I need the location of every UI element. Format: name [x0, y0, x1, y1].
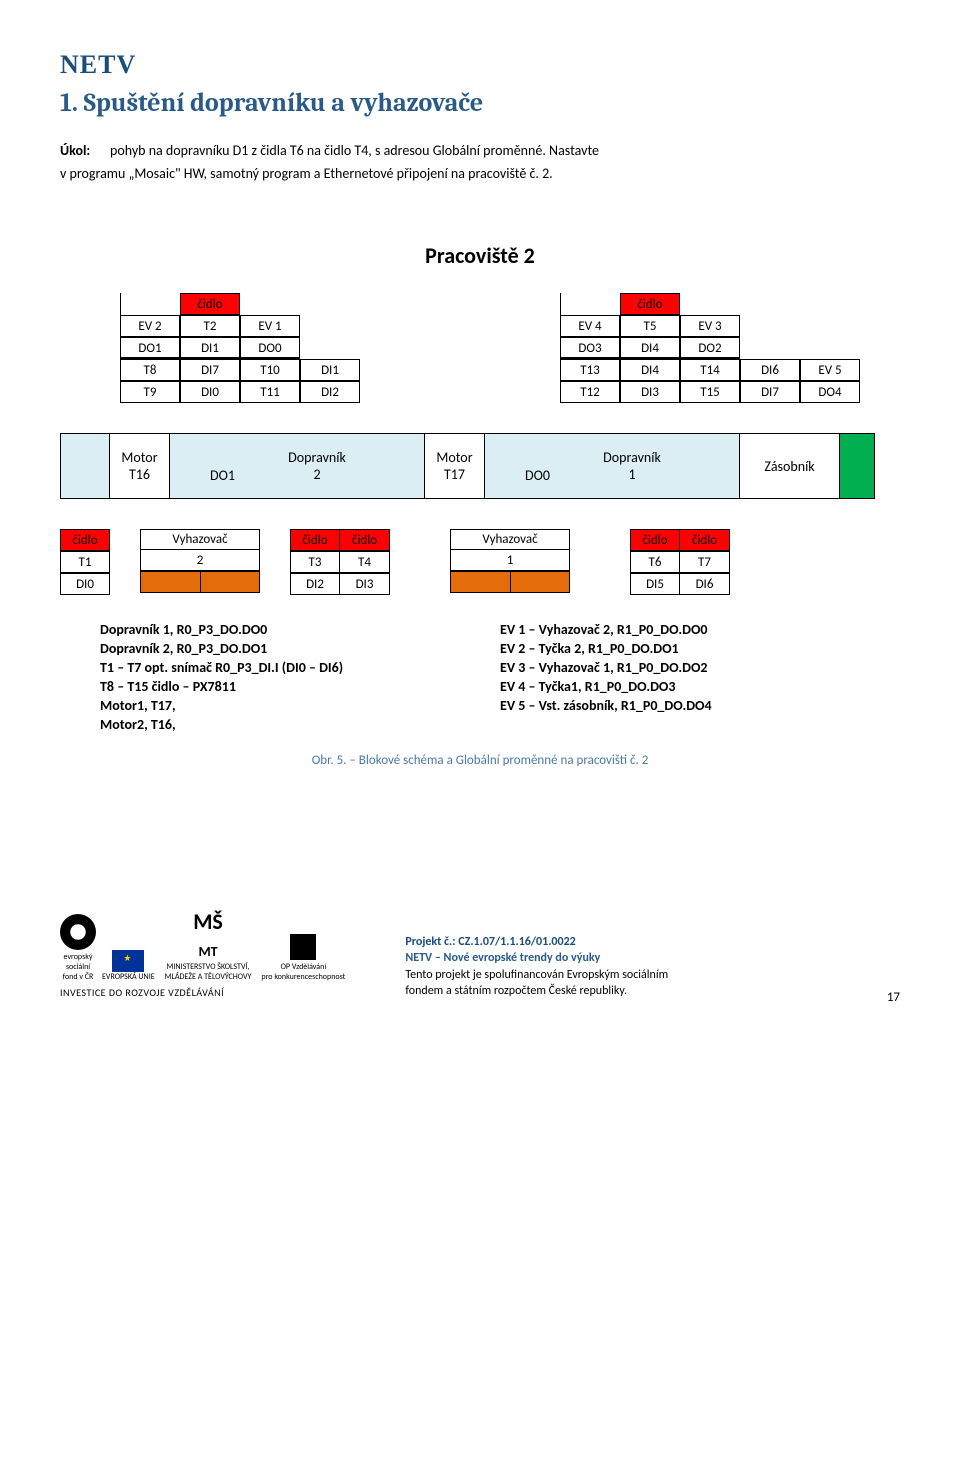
cell: DI7 — [180, 359, 240, 381]
zasobnik-green — [840, 433, 875, 499]
cell: DI7 — [740, 381, 800, 403]
cell: T15 — [680, 381, 740, 403]
cell: DI2 — [300, 381, 360, 403]
cell: T11 — [240, 381, 300, 403]
cell: EV 1 — [240, 315, 300, 337]
legend: Dopravník 1, R0_P3_DO.DO0 Dopravník 2, R… — [60, 621, 900, 735]
task-line-1: Úkol: pohyb na dopravníku D1 z čidla T6 … — [60, 142, 900, 159]
footer: evropský sociální fond v ČR EVROPSKÁ UNI… — [60, 908, 900, 999]
motor-1: Motor T16 — [110, 433, 170, 499]
dopravnik-1: Dopravník 1 DO0 — [485, 433, 740, 499]
conveyor-row: Motor T16 Dopravník 2 DO1 Motor T17 Dopr… — [60, 433, 900, 499]
esf-logo: evropský sociální fond v ČR — [60, 914, 96, 982]
msmt-logo: MŠMT MINISTERSTVO ŠKOLSTVÍ, MLÁDEŽE A TĚ… — [165, 908, 252, 982]
cell: T8 — [120, 359, 180, 381]
cidlo-label: čidlo — [620, 293, 680, 315]
cell: DI4 — [620, 359, 680, 381]
bottom-vyh1: Vyhazovač 1 — [450, 529, 570, 595]
cell: EV 5 — [800, 359, 860, 381]
cell: T10 — [240, 359, 300, 381]
cell: DO0 — [240, 337, 300, 359]
legend-left: Dopravník 1, R0_P3_DO.DO0 Dopravník 2, R… — [60, 621, 500, 735]
cell: DI1 — [300, 359, 360, 381]
invest-text: INVESTICE DO ROZVOJE VZDĚLÁVÁNÍ — [60, 986, 345, 999]
cell: T12 — [560, 381, 620, 403]
bottom-c6: čidlo T6 DI5 — [630, 529, 680, 595]
cell: DI0 — [180, 381, 240, 403]
cell: DO3 — [560, 337, 620, 359]
dopravnik-2: Dopravník 2 DO1 — [170, 433, 425, 499]
diagram-title: Pracoviště 2 — [60, 242, 900, 269]
footer-logos: evropský sociální fond v ČR EVROPSKÁ UNI… — [60, 908, 345, 999]
cidlo-label: čidlo — [180, 293, 240, 315]
motor-2: Motor T17 — [425, 433, 485, 499]
eu-logo: EVROPSKÁ UNIE — [102, 950, 155, 982]
op-logo: OP Vzdělávání pro konkurenceschopnost — [261, 934, 345, 982]
page-title: 1. Spuštění dopravníku a vyhazovače — [60, 88, 900, 118]
cell: T13 — [560, 359, 620, 381]
cell: T5 — [620, 315, 680, 337]
legend-right: EV 1 – Vyhazovač 2, R1_P0_DO.DO0 EV 2 – … — [500, 621, 900, 735]
netv-logo: NETV — [60, 50, 900, 80]
upper-right-block: čidlo EV 4 T5 EV 3 DO3 DI4 DO2 T13 — [560, 293, 860, 403]
cell: DI6 — [740, 359, 800, 381]
upper-left-block: čidlo EV 2 T2 EV 1 DO1 DI1 DO0 T8 DI7 T1… — [120, 293, 360, 403]
figure-caption: Obr. 5. – Blokové schéma a Globální prom… — [60, 753, 900, 768]
page-number: 17 — [887, 990, 900, 1005]
footer-text: Projekt č.: CZ.1.07/1.1.16/01.0022 NETV … — [405, 934, 668, 999]
cell: EV 2 — [120, 315, 180, 337]
cell: DI1 — [180, 337, 240, 359]
cell: DO4 — [800, 381, 860, 403]
task-text-1: pohyb na dopravníku D1 z čidla T6 na čid… — [110, 142, 900, 159]
task-text-2: v programu „Mosaic" HW, samotný program … — [60, 165, 900, 182]
cell: EV 4 — [560, 315, 620, 337]
conveyor-spacer — [60, 433, 110, 499]
bottom-c7: čidlo T7 DI6 — [680, 529, 730, 595]
cell: T14 — [680, 359, 740, 381]
cell: DI3 — [620, 381, 680, 403]
diagram: čidlo EV 2 T2 EV 1 DO1 DI1 DO0 T8 DI7 T1… — [60, 293, 900, 768]
bottom-row: čidlo T1 DI0 Vyhazovač 2 čidlo T3 DI2 či… — [60, 529, 900, 595]
task-label: Úkol: — [60, 142, 110, 159]
cell: EV 3 — [680, 315, 740, 337]
bottom-c1: čidlo T1 DI0 — [60, 529, 110, 595]
cell: DO1 — [120, 337, 180, 359]
cell: DI4 — [620, 337, 680, 359]
cell: DO2 — [680, 337, 740, 359]
cell: T2 — [180, 315, 240, 337]
bottom-vyh2: Vyhazovač 2 — [140, 529, 260, 595]
cell: T9 — [120, 381, 180, 403]
zasobnik: Zásobník — [740, 433, 840, 499]
bottom-c3: čidlo T3 DI2 — [290, 529, 340, 595]
bottom-c4: čidlo T4 DI3 — [340, 529, 390, 595]
